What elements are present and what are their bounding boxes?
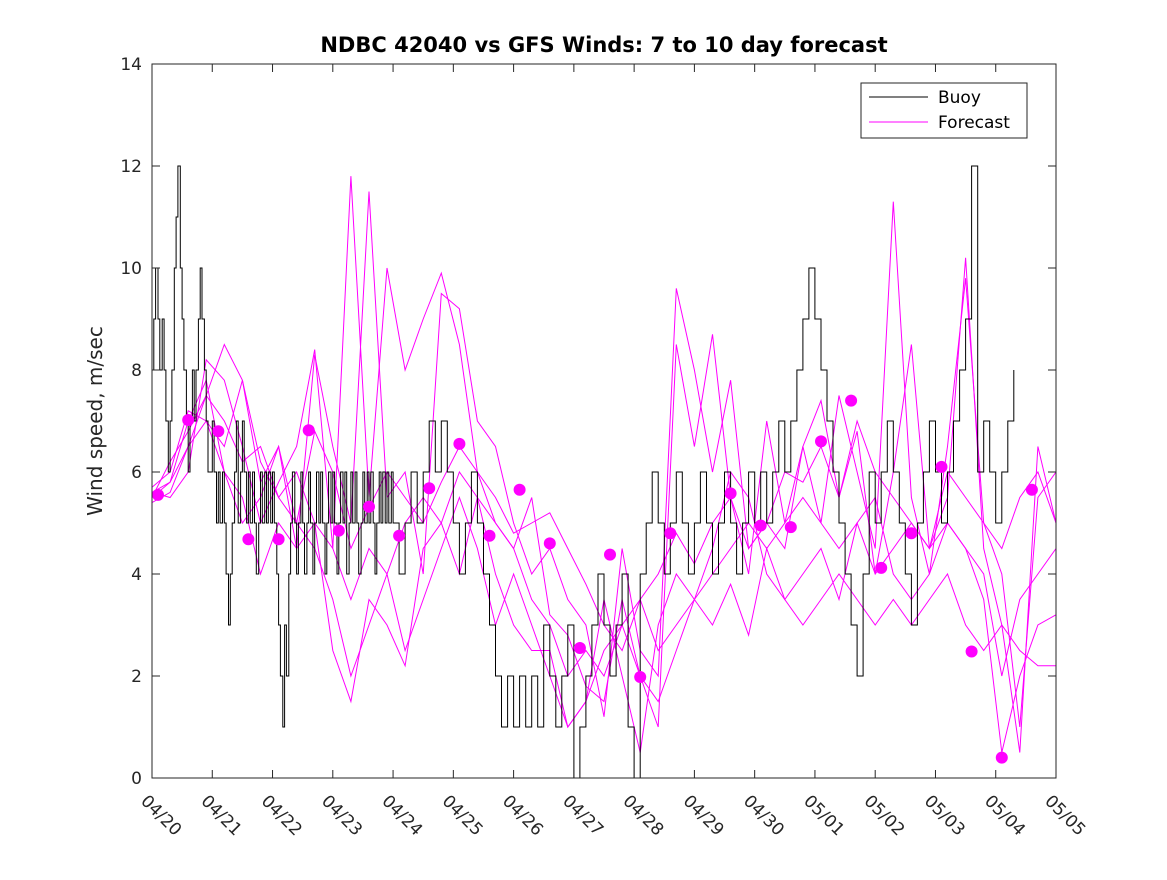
x-tick-label: 04/24 bbox=[378, 791, 427, 840]
legend-forecast-label: Forecast bbox=[938, 113, 1010, 133]
forecast-point bbox=[634, 671, 647, 683]
forecast-point bbox=[875, 561, 888, 574]
forecast-point bbox=[182, 414, 195, 426]
forecast-point bbox=[604, 548, 616, 561]
x-tick-label: 05/03 bbox=[920, 791, 969, 840]
forecast-point bbox=[242, 533, 255, 546]
chart-title: NDBC 42040 vs GFS Winds: 7 to 10 day for… bbox=[320, 33, 887, 57]
x-tick-label: 04/27 bbox=[558, 791, 607, 840]
y-tick-label: 0 bbox=[131, 769, 142, 789]
forecast-line-5 bbox=[152, 378, 1056, 753]
legend-buoy-label: Buoy bbox=[938, 88, 981, 108]
x-tick-label: 04/28 bbox=[619, 791, 668, 840]
x-tick-label: 04/22 bbox=[257, 791, 306, 840]
y-tick-label: 6 bbox=[131, 463, 142, 483]
forecast-point bbox=[815, 435, 827, 448]
x-tick-label: 05/04 bbox=[980, 791, 1029, 840]
forecast-point bbox=[573, 642, 586, 654]
x-tick-label: 04/25 bbox=[438, 791, 487, 840]
forecast-point bbox=[513, 483, 526, 496]
y-tick-label: 14 bbox=[120, 55, 142, 75]
forecast-point bbox=[1025, 483, 1038, 496]
forecast-point bbox=[423, 482, 436, 495]
y-tick-label: 2 bbox=[131, 667, 142, 687]
forecast-point bbox=[965, 645, 978, 658]
forecast-point bbox=[363, 500, 375, 513]
legend: Buoy Forecast bbox=[860, 82, 1028, 139]
legend-box bbox=[860, 82, 1028, 139]
forecast-point bbox=[664, 527, 677, 540]
forecast-point bbox=[784, 521, 797, 534]
forecast-point bbox=[905, 527, 918, 540]
x-tick-label: 04/26 bbox=[498, 791, 547, 840]
forecast-point bbox=[754, 519, 767, 532]
forecast-point bbox=[724, 487, 737, 500]
y-tick-label: 12 bbox=[120, 157, 142, 177]
forecast-line-3 bbox=[152, 191, 1056, 753]
y-tick-label: 4 bbox=[131, 565, 142, 585]
forecast-point bbox=[152, 488, 164, 501]
forecast-point bbox=[212, 425, 225, 438]
plot-area bbox=[152, 165, 1056, 778]
forecast-point bbox=[845, 394, 858, 407]
forecast-point bbox=[543, 537, 556, 550]
forecast-point bbox=[995, 751, 1008, 764]
x-tick-label: 05/02 bbox=[860, 791, 909, 840]
axes-box bbox=[151, 63, 1057, 779]
forecast-point bbox=[332, 524, 345, 537]
y-tick-label: 10 bbox=[120, 259, 142, 279]
x-tick-label: 05/05 bbox=[1040, 791, 1089, 840]
y-tick-label: 8 bbox=[131, 361, 142, 381]
forecast-point bbox=[393, 529, 406, 542]
x-tick-label: 04/20 bbox=[136, 791, 185, 840]
forecast-point bbox=[935, 460, 948, 473]
x-tick-label: 04/30 bbox=[739, 791, 788, 840]
x-tick-label: 04/29 bbox=[679, 791, 728, 840]
forecast-point bbox=[302, 424, 315, 437]
forecast-point bbox=[483, 529, 496, 542]
forecast-point bbox=[272, 533, 285, 546]
x-tick-label: 05/01 bbox=[799, 791, 848, 840]
forecast-point bbox=[453, 437, 466, 450]
x-tick-label: 04/23 bbox=[317, 791, 366, 840]
forecast-line-2 bbox=[152, 176, 1056, 728]
y-axis-label: Wind speed, m/sec bbox=[83, 326, 107, 516]
x-tick-label: 04/21 bbox=[197, 791, 246, 840]
buoy-line bbox=[152, 165, 1015, 778]
series-group bbox=[152, 165, 1056, 778]
